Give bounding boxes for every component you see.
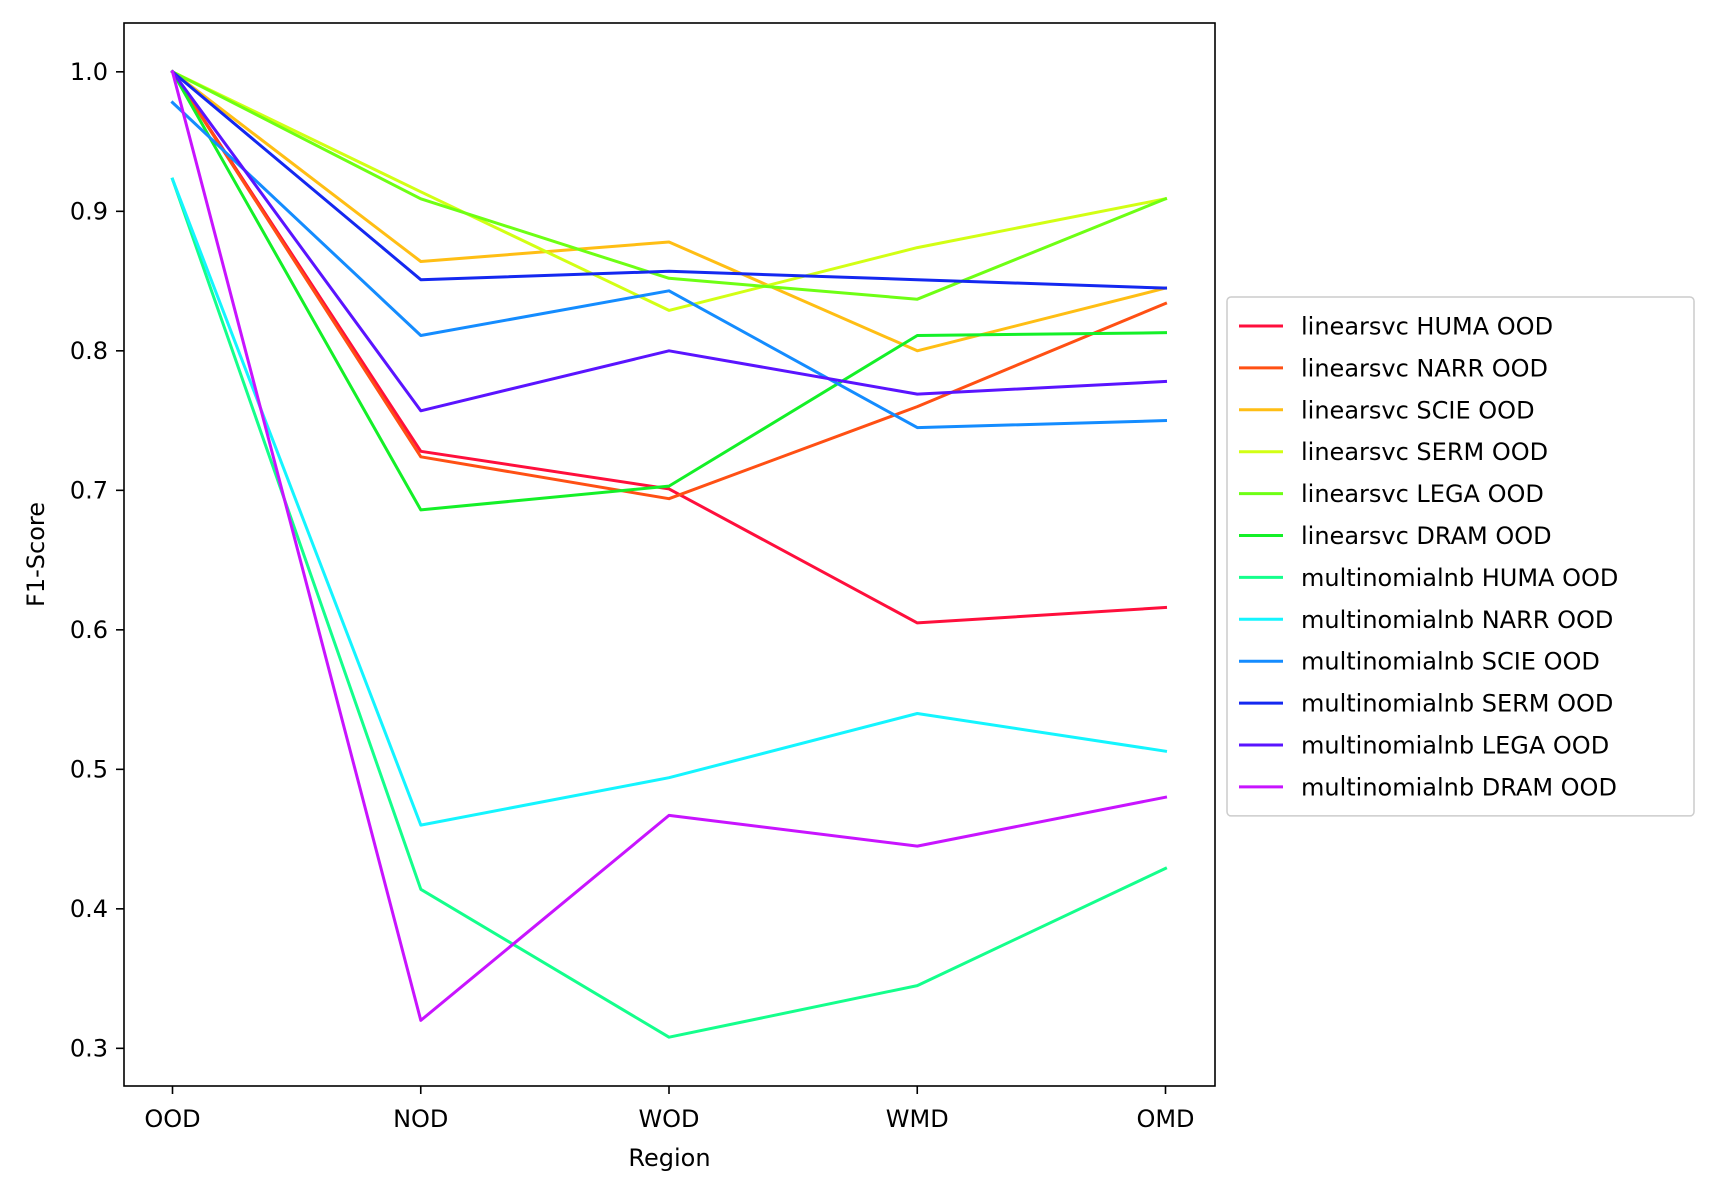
y-tick-label: 0.4 [70,895,108,923]
y-tick-label: 0.9 [70,197,108,225]
x-tick-label: WOD [638,1105,699,1133]
y-tick-label: 1.0 [70,58,108,86]
legend-label: multinomialnb SERM OOD [1301,690,1613,718]
y-tick-label: 0.5 [70,755,108,783]
y-tick-label: 0.8 [70,337,108,365]
legend-label: linearsvc SCIE OOD [1301,396,1535,424]
series-line-12 [170,69,1168,1022]
x-tick-label: OMD [1136,1105,1194,1133]
series-line-6 [170,69,1168,512]
legend-item: linearsvc SERM OOD [1239,438,1548,466]
series-layer [170,69,1168,1039]
legend-label: multinomialnb HUMA OOD [1301,564,1618,592]
series-line-3 [170,69,1168,353]
series-line-9 [170,100,1168,430]
legend-label: multinomialnb SCIE OOD [1301,648,1600,676]
series-line-4 [170,69,1168,312]
x-tick-label: OOD [144,1105,200,1133]
legend-label: linearsvc SERM OOD [1301,438,1548,466]
series-line-5 [170,69,1168,301]
legend-item: multinomialnb NARR OOD [1239,606,1613,634]
series-line-1 [170,69,1168,625]
legend-label: linearsvc LEGA OOD [1301,480,1544,508]
legend-item: linearsvc DRAM OOD [1239,522,1552,550]
series-line-8 [170,177,1168,827]
series-line-11 [170,69,1168,413]
legend-item: multinomialnb SCIE OOD [1239,648,1600,676]
legend-item: linearsvc LEGA OOD [1239,480,1544,508]
legend-label: linearsvc HUMA OOD [1301,313,1553,341]
y-tick-label: 0.3 [70,1034,108,1062]
legend-item: multinomialnb DRAM OOD [1239,773,1617,801]
legend-label: multinomialnb NARR OOD [1301,606,1613,634]
legend-item: linearsvc NARR OOD [1239,354,1548,382]
legend: linearsvc HUMA OOD linearsvc NARR OOD line… [1226,296,1695,817]
legend-label: linearsvc NARR OOD [1301,354,1548,382]
y-axis-label: F1-Score [22,502,50,607]
legend-label: multinomialnb DRAM OOD [1301,773,1617,801]
series-line-7 [170,177,1168,1039]
legend-item: linearsvc SCIE OOD [1239,396,1535,424]
y-axis: 0.3 0.4 0.5 0.6 0.7 0.8 0.9 1.0 [70,58,124,1062]
legend-item: multinomialnb LEGA OOD [1239,732,1609,760]
x-axis: OOD NOD WOD WMD OMD [144,1086,1195,1133]
legend-item: linearsvc HUMA OOD [1239,313,1553,341]
series-line-2 [170,69,1168,501]
y-tick-label: 0.6 [70,616,108,644]
legend-label: linearsvc DRAM OOD [1301,522,1552,550]
legend-item: multinomialnb SERM OOD [1239,690,1613,718]
legend-frame [1226,296,1695,817]
y-tick-label: 0.7 [70,476,108,504]
x-tick-label: WMD [886,1105,949,1133]
legend-item: multinomialnb HUMA OOD [1239,564,1618,592]
legend-label: multinomialnb LEGA OOD [1301,732,1609,760]
x-tick-label: NOD [393,1105,448,1133]
series-line-10 [170,69,1168,290]
x-axis-label: Region [628,1144,710,1172]
